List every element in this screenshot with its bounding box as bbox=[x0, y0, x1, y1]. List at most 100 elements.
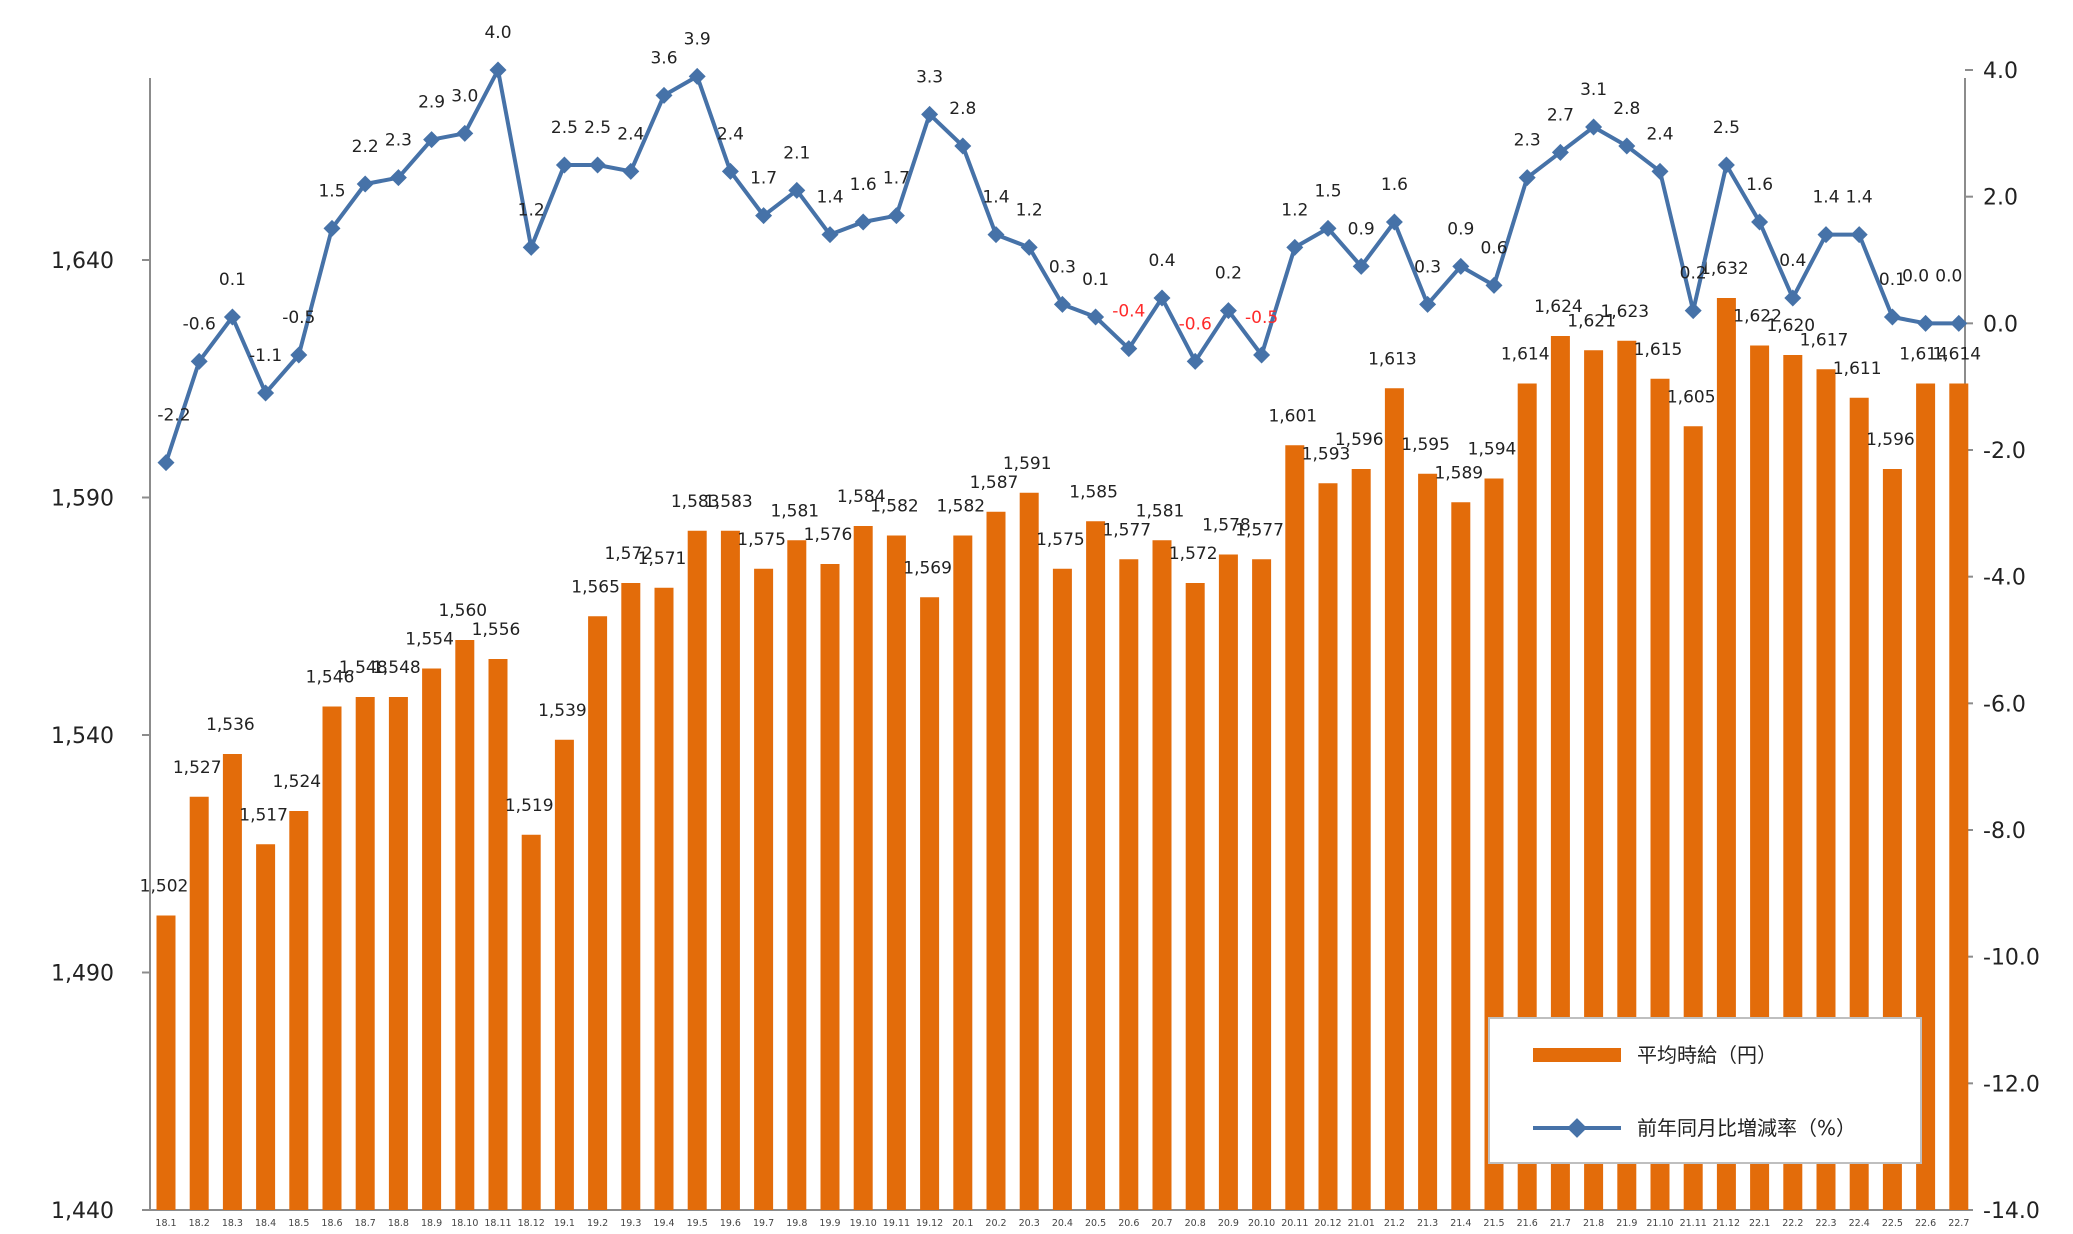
bar-data-label: 1,584 bbox=[837, 487, 886, 507]
line-point bbox=[1485, 276, 1503, 294]
line-data-label: 2.1 bbox=[783, 143, 810, 163]
left-axis-tick-label: 1,490 bbox=[51, 962, 114, 987]
right-axis-tick-label: -8.0 bbox=[1983, 819, 2026, 844]
right-axis-tick-label: 0.0 bbox=[1983, 312, 2018, 337]
bar bbox=[1384, 388, 1404, 1210]
bar-data-label: 1,587 bbox=[970, 473, 1019, 493]
bar-data-label: 1,548 bbox=[339, 658, 388, 678]
x-tick-label: 19.3 bbox=[620, 1218, 641, 1229]
bar bbox=[1617, 340, 1637, 1210]
legend-bar-label: 平均時給（円） bbox=[1637, 1043, 1777, 1067]
bar-data-label: 1,605 bbox=[1667, 387, 1716, 407]
bar bbox=[1783, 355, 1803, 1210]
x-tick-label: 18.4 bbox=[255, 1218, 276, 1229]
line-data-label: 0.4 bbox=[1779, 251, 1806, 271]
line-data-label: 2.4 bbox=[717, 124, 744, 144]
line-point bbox=[1883, 308, 1901, 326]
bar bbox=[886, 535, 906, 1210]
line-point bbox=[555, 156, 573, 174]
line-data-label: 3.9 bbox=[684, 29, 711, 49]
bar bbox=[1451, 502, 1471, 1210]
bar bbox=[1650, 378, 1670, 1210]
bar bbox=[1550, 336, 1570, 1210]
bar-data-label: 1,614 bbox=[1501, 345, 1550, 365]
line-data-label: 0.1 bbox=[219, 270, 246, 290]
line-point bbox=[755, 207, 773, 225]
x-tick-label: 19.1 bbox=[554, 1218, 575, 1229]
bar-data-label: 1,577 bbox=[1235, 520, 1284, 540]
x-tick-label: 20.12 bbox=[1314, 1218, 1341, 1229]
line-point bbox=[290, 346, 308, 364]
bar bbox=[322, 706, 342, 1210]
bar-data-label: 1,556 bbox=[472, 620, 521, 640]
bar-data-label: 1,593 bbox=[1302, 444, 1351, 464]
line-data-label: 1.7 bbox=[750, 169, 777, 189]
bar-data-label: 1,632 bbox=[1700, 259, 1749, 279]
bar-data-label: 1,578 bbox=[1202, 516, 1251, 536]
x-tick-label: 18.11 bbox=[484, 1218, 511, 1229]
x-tick-label: 22.7 bbox=[1948, 1218, 1969, 1229]
bar bbox=[1252, 559, 1272, 1210]
line-point bbox=[1020, 238, 1038, 256]
line-point bbox=[788, 181, 806, 199]
bar-data-label: 1,583 bbox=[704, 492, 753, 512]
line-data-label: 0.4 bbox=[1148, 251, 1175, 271]
bar bbox=[986, 511, 1006, 1210]
bar bbox=[820, 564, 840, 1210]
line-data-label: 2.5 bbox=[551, 118, 578, 138]
line-point bbox=[1053, 295, 1071, 313]
x-tick-label: 19.10 bbox=[850, 1218, 877, 1229]
line-data-label: 1.5 bbox=[1314, 181, 1341, 201]
bar bbox=[687, 530, 707, 1210]
line-data-label: 1.4 bbox=[1812, 188, 1839, 208]
line-series bbox=[157, 61, 1968, 472]
line-data-label: 1.6 bbox=[1746, 175, 1773, 195]
x-tick-label: 19.7 bbox=[753, 1218, 774, 1229]
bar-data-label: 1,554 bbox=[405, 630, 454, 650]
line-point bbox=[1286, 238, 1304, 256]
x-tick-label: 18.9 bbox=[421, 1218, 442, 1229]
bar bbox=[1517, 383, 1537, 1210]
line-data-label: 2.2 bbox=[352, 137, 379, 157]
bar bbox=[754, 568, 774, 1210]
bar-data-label: 1,572 bbox=[604, 544, 653, 564]
bar-data-label: 1,589 bbox=[1434, 463, 1483, 483]
legend-box bbox=[1488, 1017, 1922, 1164]
x-tick-label: 19.8 bbox=[786, 1218, 807, 1229]
x-tick-label: 20.4 bbox=[1052, 1218, 1073, 1229]
x-tick-label: 19.2 bbox=[587, 1218, 608, 1229]
line-data-label: 0.2 bbox=[1215, 264, 1242, 284]
x-tick-labels: 18.1 18.2 18.3 18.4 18.5 18.6 18.7 18.8 18.9 18.1… bbox=[155, 1218, 1969, 1229]
bar-data-label: 1,596 bbox=[1866, 430, 1915, 450]
bar bbox=[355, 697, 375, 1210]
bar-data-label: 1,585 bbox=[1069, 482, 1118, 502]
bar bbox=[222, 754, 242, 1210]
line-data-label: 2.3 bbox=[385, 131, 412, 151]
right-axis-tick-label: -10.0 bbox=[1983, 946, 2040, 971]
bar-data-label: 1,581 bbox=[770, 501, 819, 521]
x-tick-label: 18.12 bbox=[518, 1218, 545, 1229]
line-data-label: 0.1 bbox=[1879, 270, 1906, 290]
bar bbox=[588, 616, 608, 1210]
line-data-label: 0.2 bbox=[1680, 264, 1707, 284]
bar-data-label: 1,613 bbox=[1368, 349, 1417, 369]
line-point bbox=[1751, 213, 1769, 231]
x-tick-label: 18.6 bbox=[321, 1218, 342, 1229]
bar bbox=[1185, 583, 1205, 1210]
bar-data-label: 1,565 bbox=[571, 577, 620, 597]
x-tick-label: 19.12 bbox=[916, 1218, 943, 1229]
line-point bbox=[456, 124, 474, 142]
bar-data-label: 1,569 bbox=[903, 558, 952, 578]
x-tick-label: 21.12 bbox=[1713, 1218, 1740, 1229]
right-axis-tick-label: 4.0 bbox=[1983, 59, 2018, 84]
x-tick-label: 22.2 bbox=[1782, 1218, 1803, 1229]
line-point bbox=[356, 175, 374, 193]
bar-data-label: 1,596 bbox=[1335, 430, 1384, 450]
line-point bbox=[589, 156, 607, 174]
x-tick-label: 21.5 bbox=[1483, 1218, 1504, 1229]
line-data-label: 3.6 bbox=[650, 48, 677, 68]
line-point bbox=[323, 219, 341, 237]
line-point bbox=[389, 169, 407, 187]
line-data-label: 1.2 bbox=[518, 200, 545, 220]
